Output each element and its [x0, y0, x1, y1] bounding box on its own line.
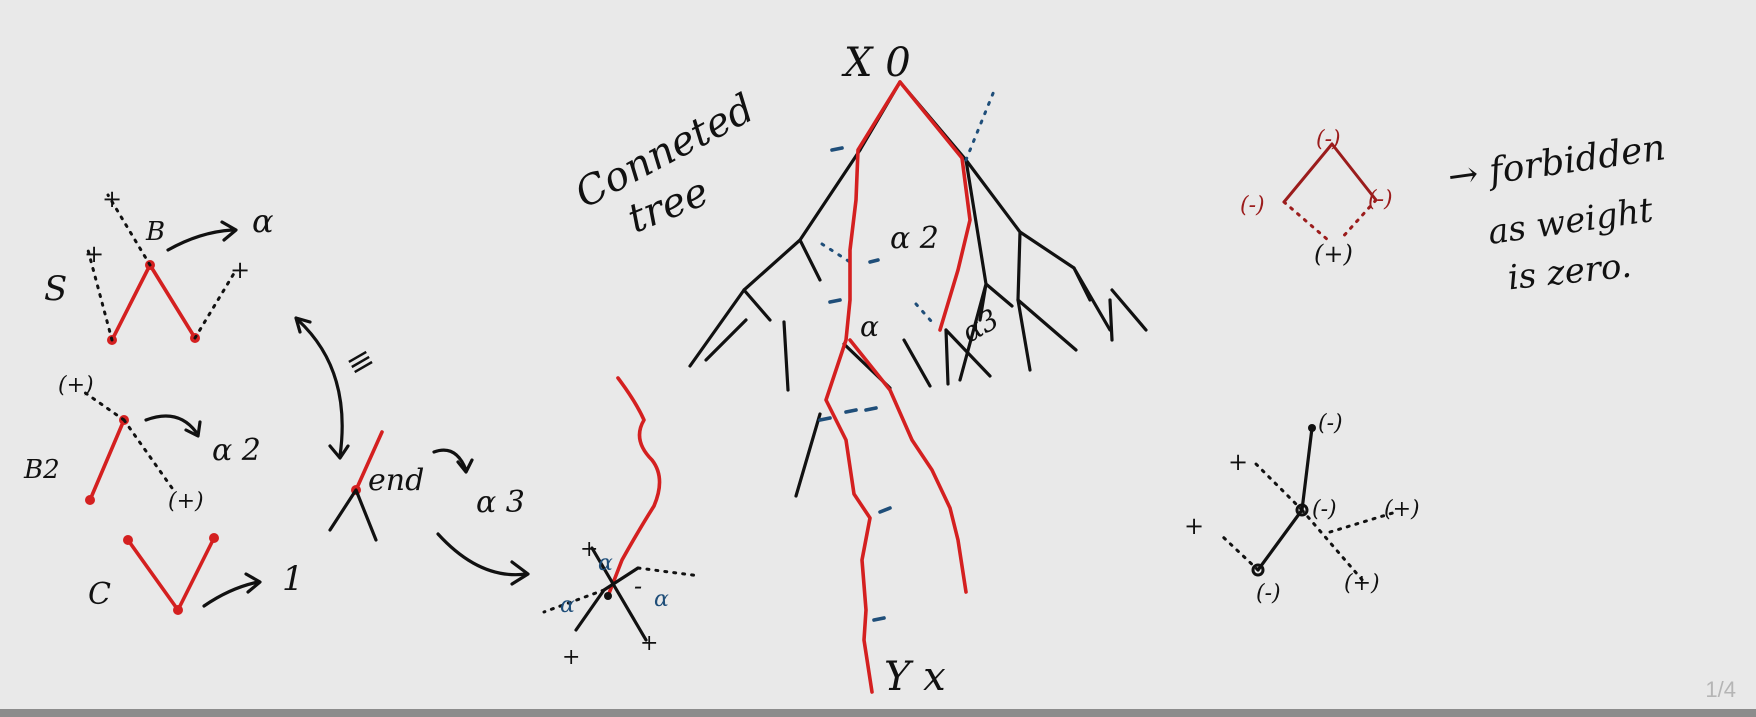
minus-paren-br-mid: (-) — [1312, 497, 1337, 522]
curved-arrow-equiv — [296, 318, 344, 458]
minus-paren-br-bottom: (-) — [1256, 581, 1281, 606]
label-alpha-3: α 3 — [476, 485, 525, 520]
arrow-end-to-cross — [436, 532, 528, 577]
equiv-sign: ≡ — [339, 338, 381, 384]
forbidden-diagram: (-) (-) (-) (+) → forbidden as weight is… — [1240, 127, 1668, 298]
label-s: S — [44, 269, 67, 309]
plus-cross-bottom-left: + — [562, 645, 580, 670]
label-alpha3-tree: α3 — [956, 302, 1004, 349]
label-yx: Y x — [884, 654, 946, 700]
page-counter: 1/4 — [1705, 677, 1736, 702]
plus-cross-top: + — [580, 537, 598, 562]
end-vertex-diagram: ≡ end α 3 — [294, 316, 530, 586]
plus-paren-br-bottom: (+) — [1344, 571, 1380, 596]
label-end: end — [368, 463, 424, 498]
plus-paren-b2-bottom: (+) — [168, 489, 204, 514]
plus-paren-br-right: (+) — [1384, 497, 1420, 522]
label-c: C — [88, 577, 111, 612]
alpha-cross-right: α — [654, 587, 669, 612]
vertex-b-diagram: + + + S B α — [44, 185, 274, 345]
plus-sign-b-right: + — [230, 256, 250, 284]
connected-tree-heading: Conneted tree — [568, 85, 762, 242]
central-tree: X 0 α 2 α α3 Y x — [688, 40, 1148, 700]
arrow-b2-to-alpha2 — [144, 414, 198, 434]
label-as-weight: as weight — [1485, 190, 1655, 253]
plus-cross-bottom-right: + — [640, 631, 658, 656]
label-is-zero: is zero. — [1506, 246, 1634, 299]
vertex-b2-diagram: (+) (+) B2 α 2 — [23, 373, 261, 514]
label-b2: B2 — [23, 455, 60, 485]
minus-paren-left: (-) — [1240, 193, 1265, 218]
alpha-cross-left: α — [560, 593, 575, 618]
minus-paren-right: (-) — [1368, 187, 1393, 212]
arrow-c-to-one — [202, 580, 260, 608]
label-one: 1 — [282, 559, 304, 599]
vertex-c-diagram: C 1 — [88, 533, 304, 615]
plus-br-lower: + — [1184, 512, 1204, 540]
alpha-cross-top: α — [598, 551, 613, 576]
plus-paren-bottom: (+) — [1314, 240, 1353, 268]
label-x0: X 0 — [841, 40, 911, 86]
label-b: B — [145, 217, 165, 247]
plus-br-upper: + — [1228, 448, 1248, 476]
minus-cross-right: - — [634, 572, 642, 600]
minus-paren-br-top: (-) — [1318, 411, 1343, 436]
bottom-scrollbar[interactable] — [0, 709, 1756, 717]
label-alpha-squared: α 2 — [890, 221, 939, 256]
minus-paren-top: (-) — [1316, 127, 1341, 152]
label-alpha-b: α — [252, 202, 274, 240]
label-forbidden: → forbidden — [1445, 127, 1668, 198]
label-alpha-mid: α — [860, 310, 879, 343]
plus-paren-b2-top: (+) — [58, 373, 94, 398]
plus-sign-b-left: + — [84, 240, 104, 268]
cross-vertex-diagram: + α α α - + + — [542, 376, 702, 670]
plus-sign-b-top: + — [102, 185, 122, 213]
arrow-b-to-alpha — [166, 228, 234, 252]
bottom-right-diagram: (-) (-) (-) (+) (+) + + — [1184, 411, 1420, 606]
label-alpha-2: α 2 — [212, 433, 261, 468]
